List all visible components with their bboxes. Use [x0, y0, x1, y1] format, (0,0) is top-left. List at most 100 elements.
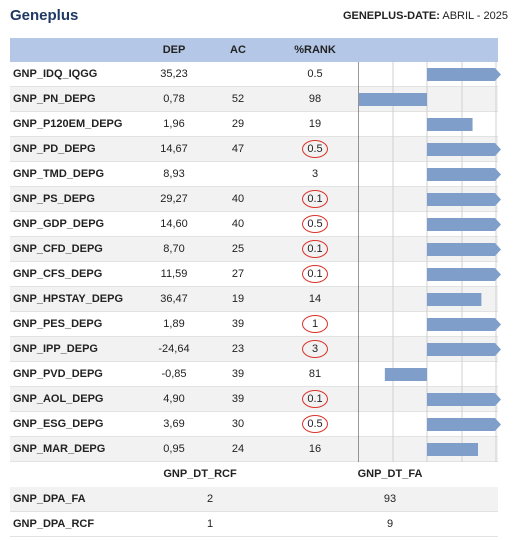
ac-value: 24	[208, 443, 268, 455]
dep-value-text: 4,90	[163, 393, 185, 405]
metric-name: GNP_MAR_DEPG	[13, 443, 105, 455]
metric-name: GNP_HPSTAY_DEPG	[13, 293, 123, 305]
ac-value: 27	[208, 268, 268, 280]
table-row[interactable]: GNP_ESG_DEPG 3,69 30 0.5	[10, 412, 498, 437]
dep-value: 0,78	[144, 93, 204, 105]
metric-name: GNP_AOL_DEPG	[13, 393, 103, 405]
summary-body: GNP_DPA_FA 2 93 GNP_DPA_RCF 1 9	[10, 487, 498, 537]
ac-value: 39	[208, 393, 268, 405]
ac-value-text: 52	[231, 93, 245, 105]
column-header-dep[interactable]: DEP	[162, 44, 186, 56]
metric-name-text: GNP_ESG_DEPG	[13, 418, 104, 430]
rank-value: 0.1	[285, 240, 345, 258]
table-row[interactable]: GNP_PS_DEPG 29,27 40 0.1	[10, 187, 498, 212]
dep-value: 3,69	[144, 418, 204, 430]
metric-name-text: GNP_HPSTAY_DEPG	[13, 293, 124, 305]
table-row[interactable]: GNP_HPSTAY_DEPG 36,47 19 14	[10, 287, 498, 312]
dep-value: 36,47	[144, 293, 204, 305]
rank-highlight-circle: 1	[302, 315, 328, 333]
ac-value-text: 39	[231, 393, 245, 405]
dep-value-text: 36,47	[160, 293, 188, 305]
rank-value-text: 81	[308, 368, 322, 380]
dep-value-text: -0,85	[161, 368, 187, 380]
ac-value: 29	[208, 118, 268, 130]
dep-value: 8,93	[144, 168, 204, 180]
table-row[interactable]: GNP_IDQ_IQGG 35,23 0.5	[10, 62, 498, 87]
column-header-ac[interactable]: AC	[230, 44, 246, 56]
date-label: GENEPLUS-DATE: ABRIL - 2025	[343, 10, 508, 22]
rank-value-text: 19	[308, 118, 322, 130]
summary-column-fa: GNP_DT_FA	[357, 468, 423, 480]
dep-value-text: 8,70	[163, 243, 185, 255]
table-row[interactable]: GNP_PES_DEPG 1,89 39 1	[10, 312, 498, 337]
metric-name-text: GNP_IDQ_IQGG	[13, 68, 98, 80]
dep-value: 14,60	[144, 218, 204, 230]
table-row[interactable]: GNP_MAR_DEPG 0,95 24 16	[10, 437, 498, 462]
ac-value: 30	[208, 418, 268, 430]
dep-value-text: 1,96	[163, 118, 185, 130]
metric-name: GNP_ESG_DEPG	[13, 418, 103, 430]
dep-value-text: 8,93	[163, 168, 185, 180]
ac-value-text: 40	[231, 193, 245, 205]
summary-name: GNP_DPA_FA	[13, 493, 86, 505]
ac-value-text: 25	[231, 243, 245, 255]
metric-name-text: GNP_PN_DEPG	[13, 93, 96, 105]
date-key: GENEPLUS-DATE:	[342, 10, 440, 22]
rank-value-text: 0.5	[307, 68, 323, 80]
page-header: Geneplus GENEPLUS-DATE: ABRIL - 2025	[10, 6, 508, 28]
ac-value: 23	[208, 343, 268, 355]
dep-value: 11,59	[144, 268, 204, 280]
metric-name-text: GNP_PVD_DEPG	[13, 368, 103, 380]
table-row[interactable]: GNP_CFS_DEPG 11,59 27 0.1	[10, 262, 498, 287]
summary-rcf-value: 1	[206, 518, 214, 530]
rank-value: 16	[285, 443, 345, 455]
table-header: DEP AC %RANK	[10, 38, 498, 62]
table-row[interactable]: GNP_PN_DEPG 0,78 52 98	[10, 87, 498, 112]
dep-value-text: -24,64	[158, 343, 190, 355]
table-row[interactable]: GNP_PD_DEPG 14,67 47 0.5	[10, 137, 498, 162]
table-row[interactable]: GNP_PVD_DEPG -0,85 39 81	[10, 362, 498, 387]
metric-name-text: GNP_PD_DEPG	[13, 143, 96, 155]
dep-value-text: 29,27	[160, 193, 188, 205]
dep-value-text: 0,78	[163, 93, 185, 105]
dep-value: 35,23	[144, 68, 204, 80]
ac-value: 40	[208, 193, 268, 205]
dep-value-text: 11,59	[160, 268, 188, 280]
ac-value: 39	[208, 318, 268, 330]
table-row[interactable]: GNP_GDP_DEPG 14,60 40 0.5	[10, 212, 498, 237]
column-header-rank[interactable]: %RANK	[294, 44, 336, 56]
dep-value-text: 14,60	[160, 218, 188, 230]
ac-value-text: 27	[231, 268, 245, 280]
date-value: ABRIL - 2025	[442, 10, 508, 22]
rank-highlight-circle: 0.5	[302, 140, 328, 158]
table-row[interactable]: GNP_CFD_DEPG 8,70 25 0.1	[10, 237, 498, 262]
rank-value: 3	[285, 340, 345, 358]
dep-value: 29,27	[144, 193, 204, 205]
ac-value: 47	[208, 143, 268, 155]
dep-value-text: 0,95	[163, 443, 185, 455]
table-row[interactable]: GNP_P120EM_DEPG 1,96 29 19	[10, 112, 498, 137]
table-row[interactable]: GNP_TMD_DEPG 8,93 3	[10, 162, 498, 187]
metric-name: GNP_GDP_DEPG	[13, 218, 104, 230]
metric-name: GNP_PN_DEPG	[13, 93, 96, 105]
table-row[interactable]: GNP_IPP_DEPG -24,64 23 3	[10, 337, 498, 362]
metric-name-text: GNP_IPP_DEPG	[13, 343, 98, 355]
dep-value-text: 1,89	[163, 318, 185, 330]
metric-name: GNP_CFS_DEPG	[13, 268, 102, 280]
metric-name: GNP_PS_DEPG	[13, 193, 95, 205]
rank-value: 98	[285, 93, 345, 105]
summary-name: GNP_DPA_RCF	[13, 518, 95, 530]
summary-row: GNP_DPA_RCF 1 9	[10, 512, 498, 537]
dep-value: 8,70	[144, 243, 204, 255]
metric-name: GNP_PES_DEPG	[13, 318, 102, 330]
ac-value: 40	[208, 218, 268, 230]
rank-value: 0.5	[285, 215, 345, 233]
metric-name-text: GNP_TMD_DEPG	[13, 168, 105, 180]
rank-value: 19	[285, 118, 345, 130]
rank-highlight-circle: 0.1	[302, 390, 328, 408]
dep-value: -24,64	[144, 343, 204, 355]
table-row[interactable]: GNP_AOL_DEPG 4,90 39 0.1	[10, 387, 498, 412]
rank-highlight-circle: 3	[302, 340, 328, 358]
ac-value-text: 39	[231, 368, 245, 380]
table-body: GNP_IDQ_IQGG 35,23 0.5 GNP_PN_DEPG 0,78 52 98 G…	[10, 62, 498, 462]
